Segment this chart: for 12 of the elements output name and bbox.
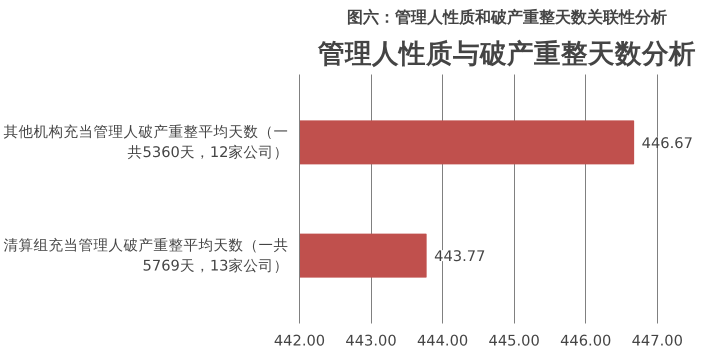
x-tick-label: 447.00	[632, 332, 683, 348]
x-tick-label: 446.00	[560, 332, 612, 348]
data-label: 443.77	[434, 248, 486, 266]
data-label: 446.67	[642, 134, 693, 152]
x-tick-label: 443.00	[345, 332, 397, 348]
y-tick-label: 清算组充当管理人破产重整平均天数（一共5769天，13家公司）	[4, 236, 289, 274]
chart-title: 图六：管理人性质和破产重整天数关联性分析	[347, 8, 667, 26]
x-tick-label: 444.00	[416, 332, 468, 348]
y-tick-label: 其他机构充当管理人破产重整平均天数（一共5360天，12家公司）	[4, 124, 289, 162]
x-tick-label: 445.00	[488, 332, 540, 348]
x-tick-label: 442.00	[274, 332, 326, 348]
chart-subtitle: 管理人性质与破产重整天数分析	[317, 38, 696, 70]
